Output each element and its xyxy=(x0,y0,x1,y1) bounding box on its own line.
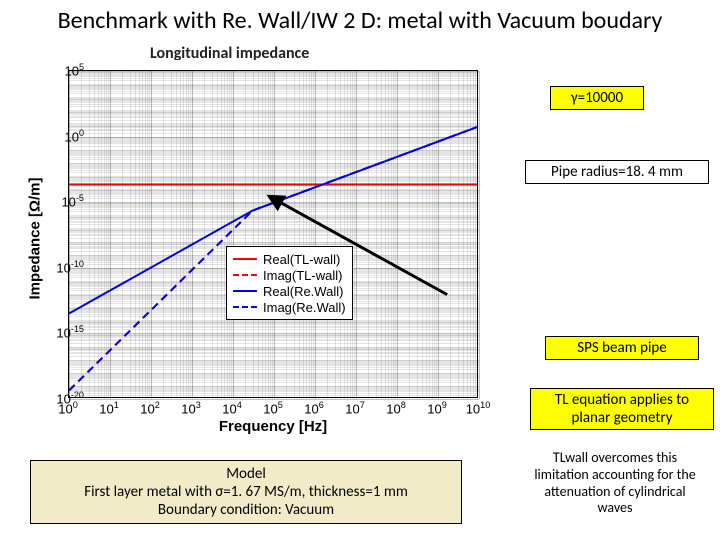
legend-swatch xyxy=(233,290,257,292)
x-axis-label: Frequency [Hz] xyxy=(68,418,478,435)
x-tick: 105 xyxy=(253,400,293,416)
legend-row: Real(Re.Wall) xyxy=(233,283,346,299)
x-tick: 107 xyxy=(335,400,375,416)
legend-swatch xyxy=(233,274,257,276)
x-tick: 103 xyxy=(171,400,211,416)
y-tick: 10-5 xyxy=(44,193,84,209)
y-axis-label: Impedance [Ω/m] xyxy=(27,174,44,304)
sps-box: SPS beam pipe xyxy=(545,336,699,360)
right-paragraph: TLwall overcomes this limitation account… xyxy=(530,450,700,517)
x-tick: 108 xyxy=(376,400,416,416)
legend: Real(TL-wall)Imag(TL-wall)Real(Re.Wall)I… xyxy=(226,246,353,320)
y-tick: 10-15 xyxy=(44,324,84,340)
y-tick: 10-10 xyxy=(44,259,84,275)
legend-row: Real(TL-wall) xyxy=(233,251,346,267)
x-tick: 1010 xyxy=(458,400,498,416)
legend-row: Imag(Re.Wall) xyxy=(233,299,346,315)
legend-label: Imag(Re.Wall) xyxy=(263,300,346,315)
x-tick: 102 xyxy=(130,400,170,416)
y-tick: 105 xyxy=(44,62,84,78)
model-line-1: Model xyxy=(226,465,266,483)
x-tick: 101 xyxy=(89,400,129,416)
legend-label: Real(Re.Wall) xyxy=(263,284,343,299)
y-tick: 100 xyxy=(44,128,84,144)
pipe-radius-box: Pipe radius=18. 4 mm xyxy=(525,160,709,184)
tl-planar-box: TL equation applies to planar geometry xyxy=(530,388,714,430)
legend-label: Imag(TL-wall) xyxy=(263,268,342,283)
gamma-box: γ=10000 xyxy=(550,86,644,110)
model-box: Model First layer metal with σ=1. 67 MS/… xyxy=(30,460,462,524)
slide-title: Benchmark with Re. Wall/IW 2 D: metal wi… xyxy=(0,6,720,35)
x-tick: 100 xyxy=(48,400,88,416)
x-tick: 106 xyxy=(294,400,334,416)
legend-swatch xyxy=(233,258,257,260)
legend-label: Real(TL-wall) xyxy=(263,252,340,267)
legend-row: Imag(TL-wall) xyxy=(233,267,346,283)
model-line-2: First layer metal with σ=1. 67 MS/m, thi… xyxy=(84,483,408,501)
plot-area xyxy=(68,70,478,398)
x-tick: 104 xyxy=(212,400,252,416)
x-tick: 109 xyxy=(417,400,457,416)
model-line-3: Boundary condition: Vacuum xyxy=(158,501,334,519)
chart-container: Impedance [Ω/m] Frequency [Hz] Real(TL-w… xyxy=(8,60,498,440)
legend-swatch xyxy=(233,306,257,308)
